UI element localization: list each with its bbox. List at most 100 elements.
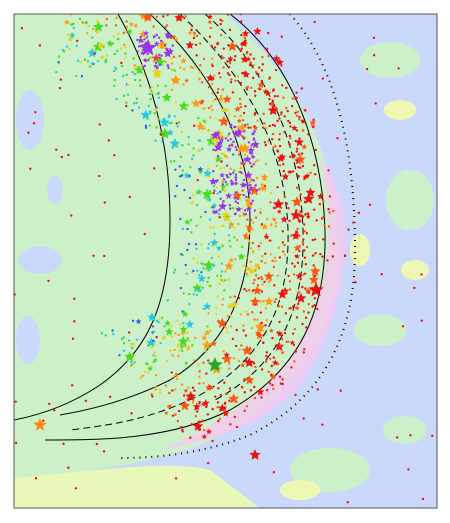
event: [192, 402, 201, 411]
event: [131, 109, 134, 112]
event: [179, 400, 191, 411]
event: [69, 32, 76, 39]
event: [222, 199, 225, 203]
event: [195, 34, 199, 38]
event: [185, 272, 188, 275]
event: [263, 271, 274, 281]
event: [283, 331, 287, 335]
event: [268, 97, 271, 101]
event: [215, 164, 218, 168]
event: [256, 318, 259, 322]
event: [91, 36, 94, 39]
event: [157, 36, 161, 39]
event: [125, 25, 129, 29]
event: [124, 46, 127, 49]
event: [175, 122, 178, 125]
event: [98, 123, 101, 126]
event: [278, 144, 282, 148]
depth-contour: [69, 14, 289, 431]
event: [219, 197, 222, 201]
event: [68, 47, 71, 51]
event: [268, 279, 272, 283]
event: [250, 131, 256, 136]
event: [183, 388, 189, 393]
event: [48, 402, 51, 406]
arc-line: [59, 14, 251, 416]
event: [228, 204, 232, 207]
event: [251, 199, 254, 203]
event: [165, 32, 172, 39]
event: [83, 58, 87, 61]
event: [204, 121, 208, 124]
event: [205, 428, 212, 435]
event: [57, 55, 61, 58]
event: [245, 56, 252, 62]
event: [126, 28, 133, 35]
event: [254, 160, 257, 164]
event: [271, 132, 275, 136]
event: [243, 391, 247, 394]
event: [256, 325, 260, 328]
event: [234, 173, 238, 176]
event: [208, 218, 212, 221]
event: [181, 169, 184, 172]
event: [238, 348, 241, 351]
event: [210, 130, 220, 140]
event: [211, 64, 214, 68]
event: [218, 216, 221, 219]
event: [14, 441, 18, 445]
event: [253, 130, 256, 133]
event: [208, 329, 212, 332]
event: [143, 64, 147, 68]
event: [207, 312, 210, 315]
event: [228, 73, 231, 77]
event: [210, 104, 213, 108]
event: [288, 121, 292, 125]
event: [224, 270, 227, 273]
event: [254, 274, 258, 277]
event: [301, 241, 304, 244]
event: [421, 497, 425, 501]
event: [254, 94, 257, 97]
event: [184, 105, 188, 109]
event: [233, 295, 236, 298]
event: [125, 73, 129, 76]
event: [253, 27, 262, 35]
event: [247, 141, 251, 144]
event: [218, 208, 221, 211]
event: [99, 54, 105, 60]
event: [240, 207, 244, 210]
event: [152, 354, 155, 357]
event: [289, 170, 293, 174]
event: [226, 40, 238, 52]
event: [199, 63, 202, 67]
event: [259, 311, 263, 314]
event: [305, 232, 309, 235]
event: [223, 381, 226, 384]
event: [165, 63, 170, 68]
event: [270, 364, 273, 368]
event: [269, 373, 273, 377]
event: [137, 45, 141, 48]
event: [240, 20, 243, 23]
event: [151, 339, 155, 342]
event: [248, 185, 255, 191]
event: [232, 153, 235, 156]
event: [265, 126, 268, 130]
event: [256, 264, 260, 267]
event: [242, 324, 245, 327]
event: [206, 413, 210, 416]
event: [216, 401, 220, 404]
event: [257, 72, 260, 76]
event: [180, 57, 187, 64]
event: [261, 126, 265, 129]
event: [311, 124, 316, 129]
event: [252, 125, 259, 131]
event: [161, 92, 172, 102]
event: [198, 99, 205, 105]
event: [407, 468, 410, 471]
event: [158, 63, 162, 66]
event: [146, 344, 150, 347]
event: [170, 88, 174, 92]
event: [187, 143, 190, 146]
